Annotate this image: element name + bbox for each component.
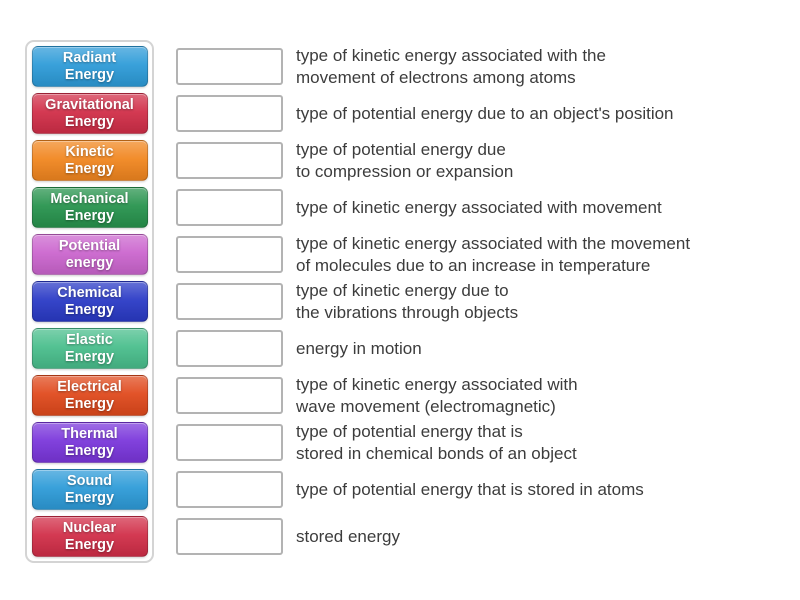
tile-elastic-energy[interactable]: Elastic Energy — [31, 328, 148, 369]
tile-panel: Radiant Energy Gravitational Energy Kine… — [25, 40, 154, 563]
definition-text: energy in motion — [296, 338, 422, 358]
definition-text: type of kinetic energy due to the vibrat… — [296, 281, 519, 322]
tile-sound-energy[interactable]: Sound Energy — [31, 469, 148, 510]
definition-rows: type of kinetic energy associated with t… — [176, 46, 786, 563]
answer-slot[interactable] — [176, 95, 283, 132]
match-row: type of kinetic energy associated with t… — [176, 46, 786, 87]
definition-text: type of potential energy due to an objec… — [296, 103, 674, 123]
match-row: stored energy — [176, 516, 786, 557]
match-row: type of kinetic energy associated with m… — [176, 187, 786, 228]
tile-radiant-energy[interactable]: Radiant Energy — [31, 46, 148, 87]
definition-text: type of potential energy that is stored … — [296, 479, 644, 499]
match-row: type of potential energy that is stored … — [176, 422, 786, 463]
match-row: type of kinetic energy associated with w… — [176, 375, 786, 416]
tile-gravitational-energy[interactable]: Gravitational Energy — [31, 93, 148, 134]
match-row: type of potential energy that is stored … — [176, 469, 786, 510]
match-row: type of kinetic energy associated with t… — [176, 234, 786, 275]
answer-slot[interactable] — [176, 377, 283, 414]
tile-nuclear-energy[interactable]: Nuclear Energy — [31, 516, 148, 557]
answer-slot[interactable] — [176, 471, 283, 508]
match-row: type of potential energy due to compress… — [176, 140, 786, 181]
match-row: type of kinetic energy due to the vibrat… — [176, 281, 786, 322]
definition-text: type of kinetic energy associated with t… — [296, 234, 691, 275]
match-row: type of potential energy due to an objec… — [176, 93, 786, 134]
answer-slot[interactable] — [176, 142, 283, 179]
tile-kinetic-energy[interactable]: Kinetic Energy — [31, 140, 148, 181]
definition-text: type of potential energy due to compress… — [296, 140, 514, 181]
answer-slot[interactable] — [176, 189, 283, 226]
definition-text: type of kinetic energy associated with m… — [296, 197, 662, 217]
tile-mechanical-energy[interactable]: Mechanical Energy — [31, 187, 148, 228]
tile-chemical-energy[interactable]: Chemical Energy — [31, 281, 148, 322]
tile-thermal-energy[interactable]: Thermal Energy — [31, 422, 148, 463]
answer-slot[interactable] — [176, 283, 283, 320]
answer-slot[interactable] — [176, 236, 283, 273]
definition-text: type of kinetic energy associated with w… — [296, 375, 578, 416]
definition-text: type of kinetic energy associated with t… — [296, 46, 606, 87]
tile-potential-energy[interactable]: Potential energy — [31, 234, 148, 275]
answer-slot[interactable] — [176, 518, 283, 555]
tile-electrical-energy[interactable]: Electrical Energy — [31, 375, 148, 416]
definition-text: stored energy — [296, 526, 400, 546]
answer-slot[interactable] — [176, 48, 283, 85]
answer-slot[interactable] — [176, 330, 283, 367]
definition-text: type of potential energy that is stored … — [296, 422, 577, 463]
answer-slot[interactable] — [176, 424, 283, 461]
match-row: energy in motion — [176, 328, 786, 369]
